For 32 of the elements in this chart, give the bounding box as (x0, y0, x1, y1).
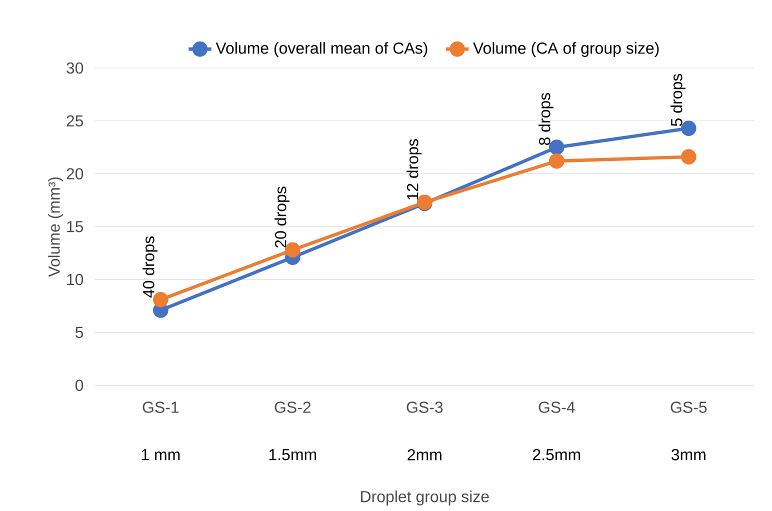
annotation: 20 drops (274, 186, 290, 248)
x-tick-label: GS-1 (142, 402, 179, 414)
text: 1.5mm (269, 449, 316, 460)
y-tick-label: 10 (67, 274, 84, 286)
point (680, 149, 696, 165)
text: 3mm (671, 449, 706, 460)
y-tick-label: 5 (75, 326, 84, 338)
legend-label: Volume (overall mean of CAs) (216, 42, 428, 58)
text: 1 mm (142, 449, 180, 460)
annotation: 12 drops (406, 139, 422, 200)
text: 2.5mm (533, 449, 580, 460)
point (548, 140, 564, 156)
text: 2mm (408, 449, 442, 460)
x-tick-label: GS-4 (538, 402, 575, 414)
annotation: 8 drops (538, 93, 554, 146)
x-tick-label: GS-3 (406, 402, 443, 414)
y-tick-label: 0 (75, 380, 84, 392)
y-tick-label: 15 (67, 221, 84, 232)
point (548, 154, 564, 169)
x-axis-title: Droplet group size (361, 490, 489, 506)
x-tick-label: GS-5 (670, 402, 707, 414)
point (153, 292, 168, 308)
point (285, 242, 300, 258)
legend-label: Volume (CA of group size) (473, 42, 659, 58)
annotation: 5 drops (670, 74, 686, 126)
y-axis-title: Volume (mm³) (48, 178, 63, 277)
point (680, 120, 696, 136)
annotation: 40 drops (142, 236, 158, 298)
y-tick-label: 20 (66, 168, 84, 180)
y-tick-label: 25 (66, 115, 84, 127)
y-tick-label: 30 (66, 62, 84, 74)
x-tick-label: GS-2 (274, 402, 311, 414)
